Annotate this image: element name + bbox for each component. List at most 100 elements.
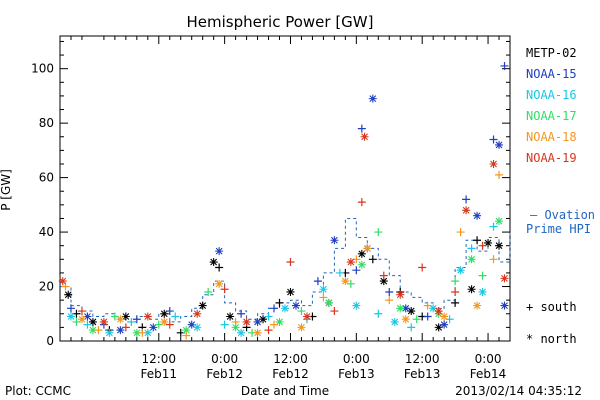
noaa-16-north-point <box>352 301 361 310</box>
noaa-16-north-point <box>143 328 152 337</box>
noaa-19-south-point <box>379 271 388 280</box>
noaa-16-north-point <box>281 304 289 313</box>
metp-02-north-point <box>259 315 268 324</box>
plot-area: 02040608010012:00Feb110:00Feb1212:00Feb1… <box>31 35 511 381</box>
noaa-17-south-point <box>478 271 487 280</box>
noaa-17-south-point <box>374 228 383 237</box>
legend-entry-noaa-17: NOAA-17 <box>526 109 577 123</box>
noaa-16-north-point <box>478 287 487 296</box>
y-tick-label: 100 <box>31 62 54 76</box>
noaa-19-north-point <box>99 317 108 326</box>
noaa-15-south-point <box>313 277 322 286</box>
noaa-16-north-point <box>429 304 438 313</box>
metp-02-north-point <box>484 238 493 247</box>
x-tick-label-date: Feb14 <box>470 367 507 381</box>
noaa-17-north-point <box>357 260 366 269</box>
noaa-18-north-point <box>401 315 410 324</box>
metp-02-north-point <box>379 277 388 286</box>
noaa-16-north-point <box>319 285 328 294</box>
y-tick-label: 20 <box>39 280 54 294</box>
x-tick-label-date: Feb12 <box>206 367 243 381</box>
noaa-18-north-point <box>116 315 125 324</box>
noaa-16-south-point <box>407 323 416 332</box>
legend-entry-metp-02: METP-02 <box>526 46 577 60</box>
noaa-17-north-point <box>396 304 405 313</box>
noaa-15-north-point <box>440 320 449 329</box>
noaa-17-south-point <box>204 287 213 296</box>
noaa-19-north-point <box>346 258 355 267</box>
metp-02-north-point <box>88 317 97 326</box>
noaa-19-south-point <box>418 263 427 272</box>
y-tick-label: 60 <box>39 171 54 185</box>
noaa-16-south-point <box>489 222 498 231</box>
metp-02-south-point <box>368 255 377 264</box>
metp-02-north-point <box>64 290 73 299</box>
noaa-17-north-point <box>275 317 284 326</box>
noaa-15-north-point <box>473 211 482 220</box>
noaa-17-north-point <box>231 323 240 332</box>
noaa-15-north-point <box>83 312 92 321</box>
chart-title: Hemispheric Power [GW] <box>187 13 374 31</box>
noaa-18-north-point <box>215 279 224 288</box>
noaa-17-north-point <box>495 217 504 226</box>
noaa-19-south-point <box>286 258 295 267</box>
noaa-19-south-point <box>77 307 86 316</box>
noaa-19-north-point <box>360 132 369 141</box>
noaa-19-north-point <box>462 206 471 215</box>
noaa-17-south-point <box>451 277 460 286</box>
metp-02-north-point <box>209 258 218 267</box>
noaa-16-south-point <box>83 320 92 329</box>
x-tick-label-date: Feb12 <box>272 367 309 381</box>
noaa-19-south-point <box>121 323 130 332</box>
y-tick-label: 40 <box>39 225 54 239</box>
metp-02-north-point <box>286 287 295 296</box>
noaa-17-south-point <box>412 315 421 324</box>
series-legend: METP-02 NOAA-15 NOAA-16 NOAA-17 NOAA-18 NOAA-… <box>526 46 577 165</box>
noaa-18-north-point <box>363 244 372 253</box>
noaa-16-south-point <box>171 312 180 321</box>
noaa-18-south-point <box>456 228 465 237</box>
noaa-15-north-point <box>368 94 377 103</box>
noaa-19-south-point <box>451 287 460 296</box>
metp-02-north-point <box>121 312 130 321</box>
noaa-16-south-point <box>335 268 344 277</box>
x-tick-label-time: 12:00 <box>405 352 440 366</box>
noaa-18-south-point <box>423 301 432 310</box>
legend-entry-noaa-18: NOAA-18 <box>526 130 577 144</box>
noaa-15-north-point <box>500 301 509 310</box>
noaa-18-south-point <box>385 296 394 305</box>
noaa-19-south-point <box>165 320 174 329</box>
noaa-18-north-point <box>341 277 350 286</box>
noaa-15-south-point <box>489 135 498 144</box>
noaa-17-north-point <box>88 326 97 335</box>
x-tick-label-date: Feb13 <box>338 367 375 381</box>
noaa-18-north-point <box>473 301 482 310</box>
noaa-19-north-point <box>396 290 405 299</box>
legend-entry-noaa-15: NOAA-15 <box>526 67 577 81</box>
noaa-18-south-point <box>489 255 498 264</box>
noaa-15-south-point <box>237 309 246 318</box>
metp-02-south-point <box>215 263 224 272</box>
noaa-15-north-point <box>116 326 125 335</box>
noaa-19-north-point <box>193 309 202 318</box>
metp-02-south-point <box>473 236 482 245</box>
noaa-16-north-point <box>456 266 465 275</box>
y-axis-label: P [GW] <box>0 169 13 211</box>
noaa-15-north-point <box>187 320 196 329</box>
noaa-15-south-point <box>385 287 394 296</box>
noaa-17-north-point <box>132 328 141 337</box>
plot-frame <box>59 35 511 342</box>
noaa-19-south-point <box>220 285 229 294</box>
x-tick-label-time: 12:00 <box>273 352 308 366</box>
footer-timestamp: 2013/02/14 04:35:12 <box>455 384 582 398</box>
noaa-17-north-point <box>182 326 191 335</box>
metp-02-south-point <box>451 298 460 307</box>
metp-02-north-point <box>357 249 366 258</box>
noaa-19-south-point <box>478 241 487 250</box>
metp-02-north-point <box>495 241 504 250</box>
noaa-18-south-point <box>94 326 103 335</box>
metp-02-north-point <box>434 323 443 332</box>
y-tick-label: 80 <box>39 116 54 130</box>
noaa-15-south-point <box>500 61 509 70</box>
noaa-15-south-point <box>132 315 141 324</box>
